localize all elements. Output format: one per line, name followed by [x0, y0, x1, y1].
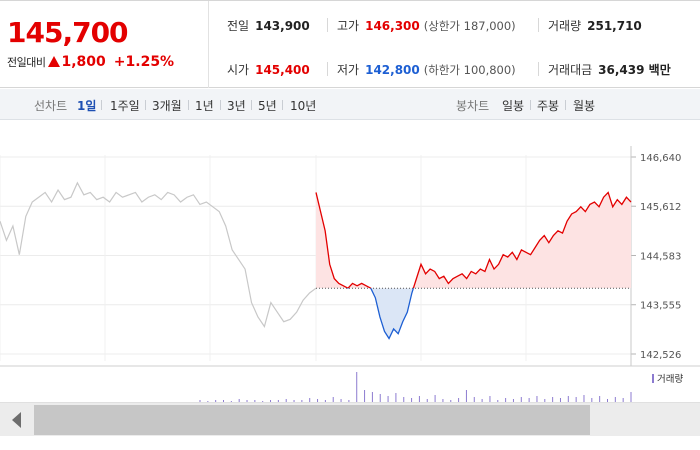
volume-legend-label: 거래량 — [657, 374, 684, 385]
change-row: 전일대비 1,800 +1.25% — [7, 54, 174, 70]
low-value: 142,800 — [365, 63, 420, 77]
quote-header: 145,700 전일대비 1,800 +1.25% 전일 143,900 고가 146,… — [0, 0, 700, 88]
up-triangle-icon — [48, 56, 61, 67]
volume-legend: 거래량 — [652, 371, 683, 385]
current-price: 145,700 — [7, 16, 129, 49]
divider — [188, 100, 189, 110]
upper-limit: (상한가 187,000) — [423, 19, 516, 33]
prev-close-stat: 전일 143,900 — [227, 17, 310, 34]
scroll-left-button[interactable] — [0, 403, 34, 437]
y-tick-label: 146,640 — [640, 153, 681, 164]
high-stat: 고가 146,300 (상한가 187,000) — [337, 17, 516, 34]
today-line-up — [315, 191, 632, 289]
volume-value: 251,710 — [587, 19, 642, 33]
line-chart-label: 선차트 — [34, 99, 68, 113]
volume-label: 거래량 — [548, 19, 582, 33]
period-tab-1w[interactable]: 1주일 — [110, 99, 140, 113]
prev-close-label: 전일 — [227, 19, 250, 33]
candle-tab-daily[interactable]: 일봉 — [502, 99, 525, 113]
divider — [327, 18, 328, 32]
open-value: 145,400 — [255, 63, 310, 77]
divider — [220, 100, 221, 110]
candle-chart-label: 봉차트 — [456, 99, 490, 113]
divider — [282, 100, 283, 110]
divider — [101, 100, 102, 110]
change-label: 전일대비 — [7, 56, 46, 69]
period-bar: 선차트 1일 1주일 3개월 1년 3년 5년 10년 봉차트 일봉 주봉 월봉 — [0, 89, 700, 120]
low-stat: 저가 142,800 (하한가 100,800) — [337, 61, 516, 78]
candle-tab-weekly[interactable]: 주봉 — [537, 99, 560, 113]
chart-scrollbar[interactable] — [0, 402, 700, 436]
prev-day-line — [0, 181, 317, 328]
high-value: 146,300 — [365, 19, 420, 33]
down-area — [316, 288, 631, 339]
scroll-thumb[interactable] — [34, 405, 590, 435]
change-value: 1,800 — [61, 54, 106, 70]
price-chart: 146,640 145,612 144,583 143,555 142,526 — [0, 146, 700, 402]
divider — [565, 100, 566, 110]
period-tab-1y[interactable]: 1년 — [195, 99, 214, 113]
lower-limit: (하한가 100,800) — [423, 63, 516, 77]
period-tab-5y[interactable]: 5년 — [258, 99, 277, 113]
amount-value: 36,439 백만 — [598, 63, 671, 77]
y-tick-label: 145,612 — [640, 202, 681, 213]
chart-marks — [0, 181, 632, 402]
prev-close-value: 143,900 — [255, 19, 310, 33]
y-tick-label: 142,526 — [640, 350, 681, 361]
divider — [327, 62, 328, 76]
price-box: 145,700 전일대비 1,800 +1.25% — [0, 1, 209, 88]
y-tick-label: 144,583 — [640, 252, 681, 263]
divider — [538, 62, 539, 76]
period-tab-3m[interactable]: 3개월 — [152, 99, 182, 113]
amount-stat: 거래대금 36,439 백만 — [548, 61, 671, 78]
period-tab-3y[interactable]: 3년 — [227, 99, 246, 113]
divider — [538, 18, 539, 32]
open-stat: 시가 145,400 — [227, 61, 310, 78]
divider — [530, 100, 531, 110]
divider — [145, 100, 146, 110]
amount-label: 거래대금 — [548, 63, 593, 77]
open-label: 시가 — [227, 63, 250, 77]
period-tab-1d[interactable]: 1일 — [77, 99, 97, 113]
period-tab-10y[interactable]: 10년 — [290, 99, 317, 113]
high-label: 고가 — [337, 19, 360, 33]
candle-tab-monthly[interactable]: 월봉 — [573, 99, 596, 113]
volume-stat: 거래량 251,710 — [548, 17, 642, 34]
y-tick-label: 143,555 — [640, 301, 681, 312]
divider — [251, 100, 252, 110]
arrow-left-icon — [12, 412, 21, 428]
up-area — [316, 192, 631, 289]
volume-legend-swatch — [652, 374, 654, 383]
change-percent: +1.25% — [113, 54, 175, 70]
low-label: 저가 — [337, 63, 360, 77]
